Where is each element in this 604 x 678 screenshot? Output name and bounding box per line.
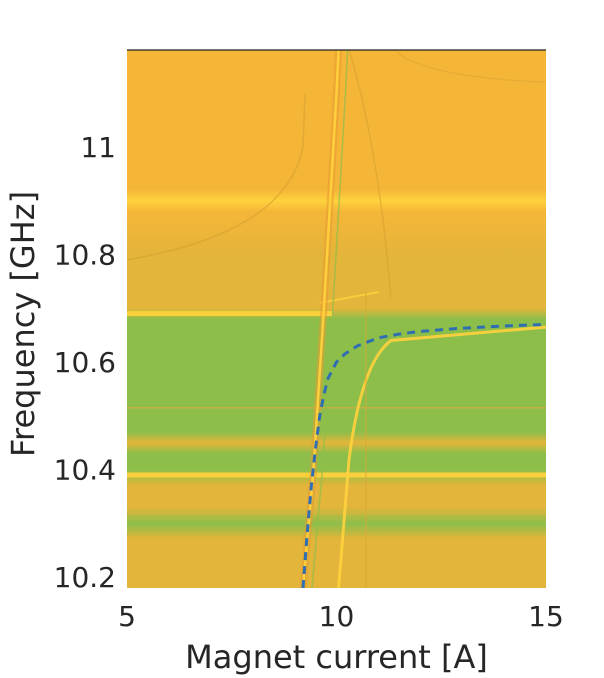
y-tick-label: 10.4 xyxy=(54,454,116,487)
weak-branch-line xyxy=(319,291,379,304)
plot-area xyxy=(127,50,546,588)
y-tick-label: 10.8 xyxy=(54,238,116,271)
x-axis-ticks: 5 10 15 xyxy=(118,600,564,633)
y-axis-ticks: 10.2 10.4 10.6 10.8 11 xyxy=(54,131,116,594)
y-tick-label: 10.2 xyxy=(54,561,116,594)
x-axis-label: Magnet current [A] xyxy=(185,638,488,676)
x-tick-label: 5 xyxy=(118,600,136,633)
y-tick-label: 11 xyxy=(80,131,116,164)
y-tick-label: 10.6 xyxy=(54,346,116,379)
x-tick-label: 10 xyxy=(319,600,355,633)
weak-branch-line xyxy=(127,93,306,261)
tunable-mode-line xyxy=(311,50,349,588)
weak-branch-line xyxy=(348,50,392,298)
fit-dashed-line xyxy=(301,322,546,588)
y-axis-label: Frequency [GHz] xyxy=(4,191,42,457)
tunable-mode-line xyxy=(301,50,340,588)
weak-branch-line xyxy=(394,50,546,83)
x-tick-label: 15 xyxy=(528,600,564,633)
